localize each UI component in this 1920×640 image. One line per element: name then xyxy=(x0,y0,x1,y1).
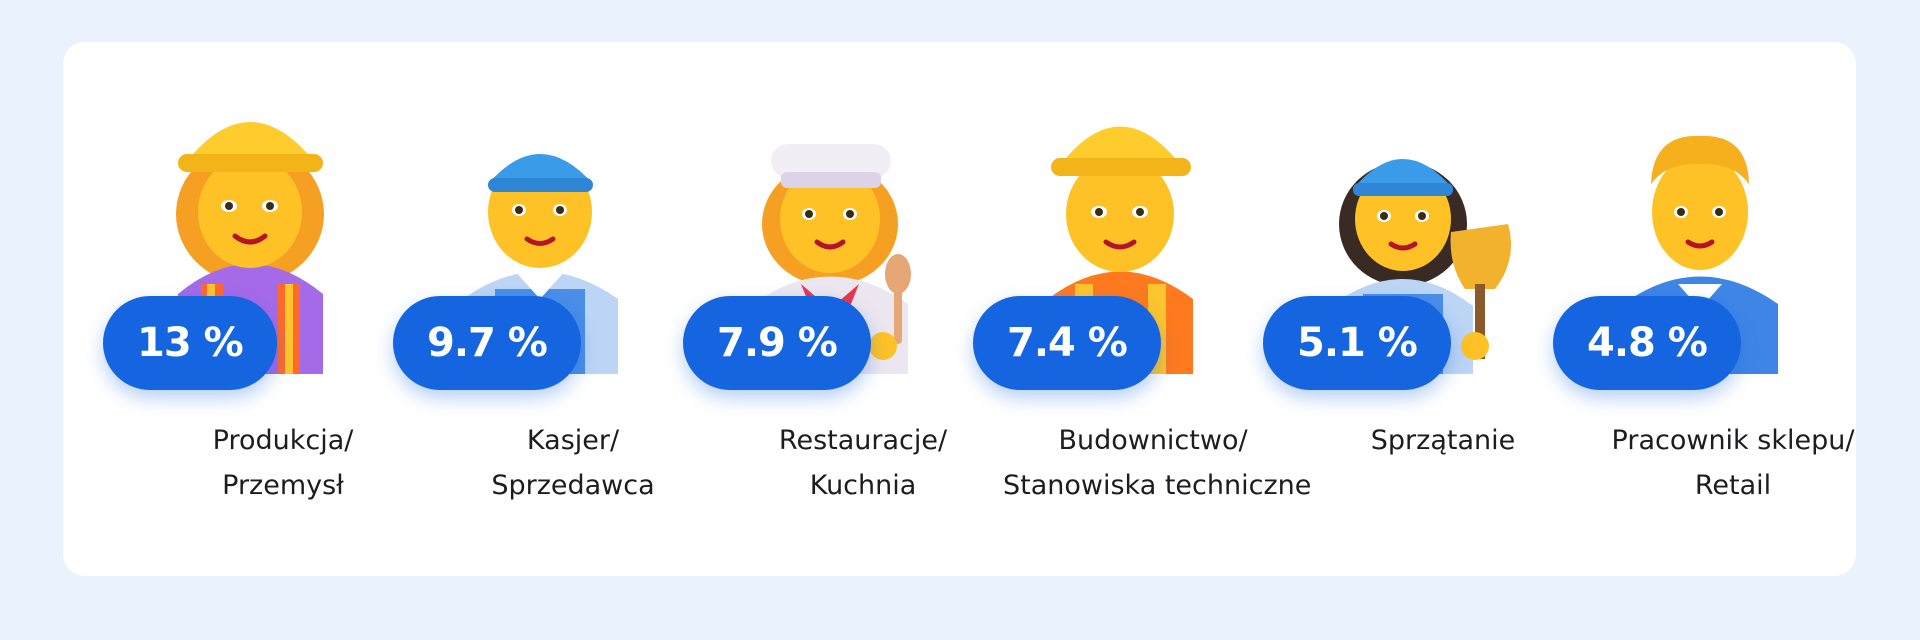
stat-item-pracownik-sklepu: 4.8 % Pracownik sklepu/ Retail xyxy=(1513,42,1854,576)
stat-value-pill: 13 % xyxy=(103,296,277,390)
stat-label-line2: Kuchnia xyxy=(809,470,917,501)
stat-item-restauracje: 7.9 % Restauracje/ Kuchnia xyxy=(643,42,947,576)
stat-label: Pracownik sklepu/ Retail xyxy=(1583,418,1883,508)
stat-value-pill: 5.1 % xyxy=(1263,296,1451,390)
stat-item-budownictwo: 7.4 % Budownictwo/ Stanowiska techniczne xyxy=(933,42,1311,576)
stat-value-pill: 7.4 % xyxy=(973,296,1161,390)
stat-label-line1: Budownictwo/ xyxy=(1058,425,1248,456)
stat-value-pill: 7.9 % xyxy=(683,296,871,390)
occupation-stats-card: 13 % Produkcja/ Przemysł 9.7 % Kasjer/ S… xyxy=(63,42,1856,576)
stat-label: Kasjer/ Sprzedawca xyxy=(423,418,723,508)
stat-value-pill: 9.7 % xyxy=(393,296,581,390)
stat-label-line1: Produkcja/ xyxy=(212,425,354,456)
stat-label-line1: Pracownik sklepu/ xyxy=(1611,425,1855,456)
stat-label-line1: Sprzątanie xyxy=(1370,425,1516,456)
stat-label-line1: Kasjer/ xyxy=(526,425,620,456)
stat-label-line2: Przemysł xyxy=(222,470,344,501)
stat-label-line2: Sprzedawca xyxy=(491,470,655,501)
stat-label: Sprzątanie xyxy=(1293,418,1593,463)
stat-label-line1: Restauracje/ xyxy=(778,425,948,456)
stat-item-produkcja: 13 % Produkcja/ Przemysł xyxy=(63,42,353,576)
stat-label: Restauracje/ Kuchnia xyxy=(713,418,1013,508)
stat-item-sprzatanie: 5.1 % Sprzątanie xyxy=(1223,42,1515,576)
stat-item-kasjer: 9.7 % Kasjer/ Sprzedawca xyxy=(353,42,655,576)
stat-label: Produkcja/ Przemysł xyxy=(133,418,433,508)
stat-label-line2: Retail xyxy=(1694,470,1772,501)
stat-value-pill: 4.8 % xyxy=(1553,296,1741,390)
stat-label-line2: Stanowiska techniczne xyxy=(1003,470,1312,501)
stat-label: Budownictwo/ Stanowiska techniczne xyxy=(1003,418,1312,508)
